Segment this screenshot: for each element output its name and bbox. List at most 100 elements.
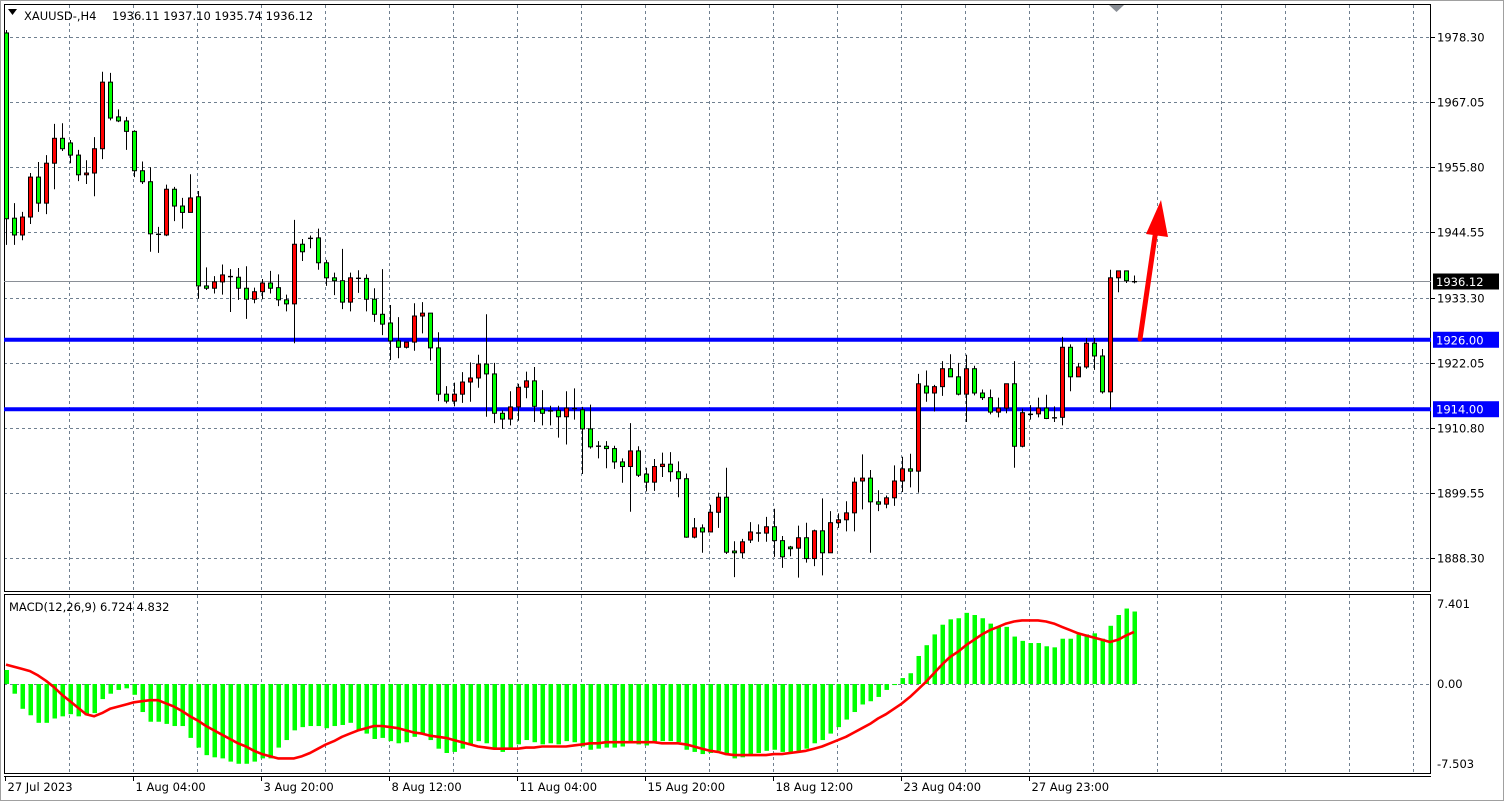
candle-body (1004, 383, 1009, 409)
macd-histogram-bar (444, 684, 449, 753)
candle-body (508, 406, 513, 420)
candle-body (980, 392, 985, 399)
candle-body (588, 428, 593, 448)
candle-body (92, 148, 97, 174)
macd-histogram-bar (804, 684, 809, 749)
macd-histogram-bar (148, 684, 153, 722)
candle (76, 149, 81, 182)
macd-histogram-bar (180, 684, 185, 727)
candle (964, 354, 969, 422)
macd-histogram-bar (932, 634, 937, 684)
macd-histogram-bar (308, 684, 313, 727)
candle-body (1084, 342, 1089, 368)
macd-histogram-bar (1004, 626, 1009, 684)
macd-histogram-bar (844, 684, 849, 720)
macd-histogram-bar (716, 684, 721, 751)
candle-body (788, 546, 793, 550)
macd-histogram-bar (404, 684, 409, 743)
candle-body (460, 381, 465, 395)
candle-body (908, 468, 913, 472)
candle-body (196, 196, 201, 287)
chart-shift-icon[interactable] (1109, 5, 1124, 12)
candle (852, 477, 857, 532)
candle (284, 294, 289, 312)
candle-body (300, 243, 305, 253)
macd-histogram-bar (812, 684, 817, 744)
macd-histogram-bar (924, 645, 929, 684)
macd-histogram-bar (628, 684, 633, 743)
symbol-label: XAUUSD-,H4 (24, 9, 97, 23)
triangle-down-icon[interactable] (8, 9, 17, 15)
candle (1044, 394, 1049, 420)
candle-body (484, 363, 489, 375)
macd-histogram-bar (524, 684, 529, 741)
macd-histogram-bar (780, 684, 785, 752)
candle (52, 123, 57, 190)
price-tick-label: 1888.30 (1437, 552, 1485, 566)
candle-body (564, 407, 569, 418)
candle (908, 453, 913, 488)
macd-histogram-bar (676, 684, 681, 743)
macd-histogram-bar (292, 684, 297, 731)
candle (492, 362, 497, 424)
candle (428, 312, 433, 361)
candle-body (860, 477, 865, 482)
candle (516, 383, 521, 421)
macd-histogram-bar (44, 684, 49, 723)
candle-body (820, 530, 825, 554)
macd-histogram-bar (364, 684, 369, 734)
candle (692, 518, 697, 539)
macd-histogram-bar (692, 684, 697, 752)
candle (884, 495, 889, 509)
candle (212, 276, 217, 294)
candle (948, 354, 953, 378)
macd-histogram-bar (868, 684, 873, 702)
candle (60, 123, 65, 152)
arrow-head-icon (1146, 200, 1168, 237)
candle (220, 264, 225, 295)
candle (1060, 336, 1065, 426)
macd-histogram-bar (572, 684, 577, 743)
time-tick-label: 27 Aug 23:00 (1032, 780, 1110, 794)
macd-histogram-bar (356, 684, 361, 731)
macd-histogram-bar (884, 684, 889, 690)
macd-histogram-bar (996, 626, 1001, 684)
candle (20, 211, 25, 241)
candle (740, 538, 745, 558)
candle (764, 516, 769, 542)
macd-indicator (4, 608, 1137, 764)
macd-histogram-bar (668, 684, 673, 742)
shift-marker[interactable] (1109, 5, 1124, 12)
candle-body (476, 363, 481, 379)
candle (1076, 362, 1081, 378)
macd-histogram-bar (68, 684, 73, 715)
candle (524, 371, 529, 399)
time-tick-label: 18 Aug 12:00 (776, 780, 854, 794)
macd-histogram-bar (116, 684, 121, 690)
candle-body (604, 445, 609, 450)
candle (308, 235, 313, 249)
macd-histogram-bar (908, 673, 913, 684)
candle-body (172, 188, 177, 207)
candle (404, 341, 409, 349)
candle-body (924, 385, 929, 394)
macd-histogram-bar (188, 684, 193, 738)
level-price-label: 1914.00 (1436, 403, 1484, 417)
axes: 1978.30 1967.05 1955.80 1944.55 1933.30 1922.… (5, 31, 1499, 794)
macd-histogram-bar (988, 623, 993, 684)
macd-histogram-bar (1028, 643, 1033, 684)
macd-histogram-bar (20, 684, 25, 709)
macd-histogram-bar (596, 684, 601, 749)
macd-histogram-bar (172, 684, 177, 727)
candle (108, 72, 113, 121)
up-arrow-annotation[interactable] (1137, 200, 1168, 342)
candle-body (44, 162, 49, 204)
candle (1132, 275, 1137, 284)
macd-histogram-bar (492, 684, 497, 749)
candle (1100, 349, 1105, 394)
candle-body (516, 386, 521, 408)
macd-histogram-bar (1020, 640, 1025, 684)
macd-histogram-bar (1076, 634, 1081, 684)
candle (100, 71, 105, 160)
